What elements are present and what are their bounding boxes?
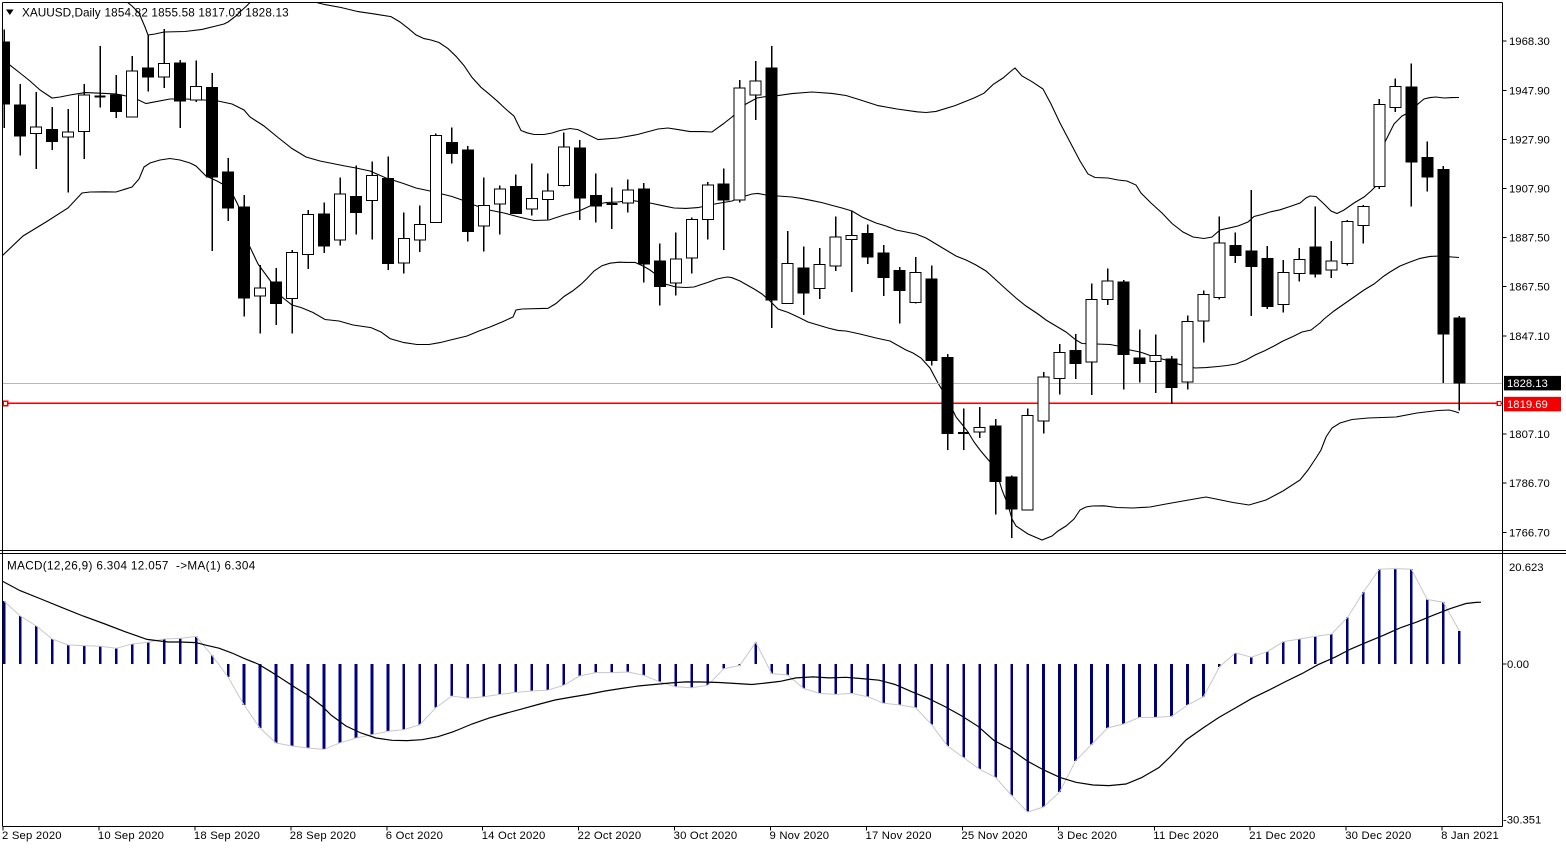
svg-text:1786.70: 1786.70 [1509,478,1550,490]
svg-text:1766.70: 1766.70 [1509,527,1550,539]
svg-text:MACD(12,26,9) 6.304 12.057 ->: MACD(12,26,9) 6.304 12.057 ->MA(1) 6.304 [7,560,256,573]
svg-text:2 Sep 2020: 2 Sep 2020 [2,830,62,842]
svg-text:1867.50: 1867.50 [1509,282,1550,294]
svg-text:1947.90: 1947.90 [1509,85,1550,97]
svg-text:30 Dec 2020: 30 Dec 2020 [1345,830,1411,842]
svg-text:-30.351: -30.351 [1503,815,1541,827]
svg-text:1887.50: 1887.50 [1509,233,1550,245]
svg-text:1807.10: 1807.10 [1509,429,1550,441]
svg-text:22 Oct 2020: 22 Oct 2020 [578,830,642,842]
svg-text:3 Dec 2020: 3 Dec 2020 [1057,830,1117,842]
svg-text:0.00: 0.00 [1507,659,1529,671]
svg-text:11 Dec 2020: 11 Dec 2020 [1153,830,1218,842]
svg-text:17 Nov 2020: 17 Nov 2020 [866,830,932,842]
svg-text:1828.13: 1828.13 [1507,378,1548,390]
svg-text:1847.10: 1847.10 [1509,331,1550,343]
svg-text:6 Oct 2020: 6 Oct 2020 [386,830,443,842]
svg-text:21 Dec 2020: 21 Dec 2020 [1249,830,1315,842]
svg-text:8 Jan 2021: 8 Jan 2021 [1441,830,1499,842]
svg-text:1854.82 1855.58 1817.03 1828.1: 1854.82 1855.58 1817.03 1828.13 [105,7,289,20]
svg-text:20.623: 20.623 [1509,562,1544,574]
svg-text:XAUUSD,Daily: XAUUSD,Daily [22,6,101,20]
svg-text:1968.30: 1968.30 [1509,36,1550,48]
svg-text:10 Sep 2020: 10 Sep 2020 [98,830,164,842]
svg-text:1927.90: 1927.90 [1509,134,1550,146]
svg-text:30 Oct 2020: 30 Oct 2020 [674,830,738,842]
svg-text:14 Oct 2020: 14 Oct 2020 [482,830,546,842]
svg-text:1907.90: 1907.90 [1509,184,1550,196]
svg-text:1819.69: 1819.69 [1507,399,1548,411]
svg-text:9 Nov 2020: 9 Nov 2020 [770,830,830,842]
svg-text:18 Sep 2020: 18 Sep 2020 [194,830,260,842]
svg-text:28 Sep 2020: 28 Sep 2020 [290,830,356,842]
svg-text:25 Nov 2020: 25 Nov 2020 [961,830,1027,842]
